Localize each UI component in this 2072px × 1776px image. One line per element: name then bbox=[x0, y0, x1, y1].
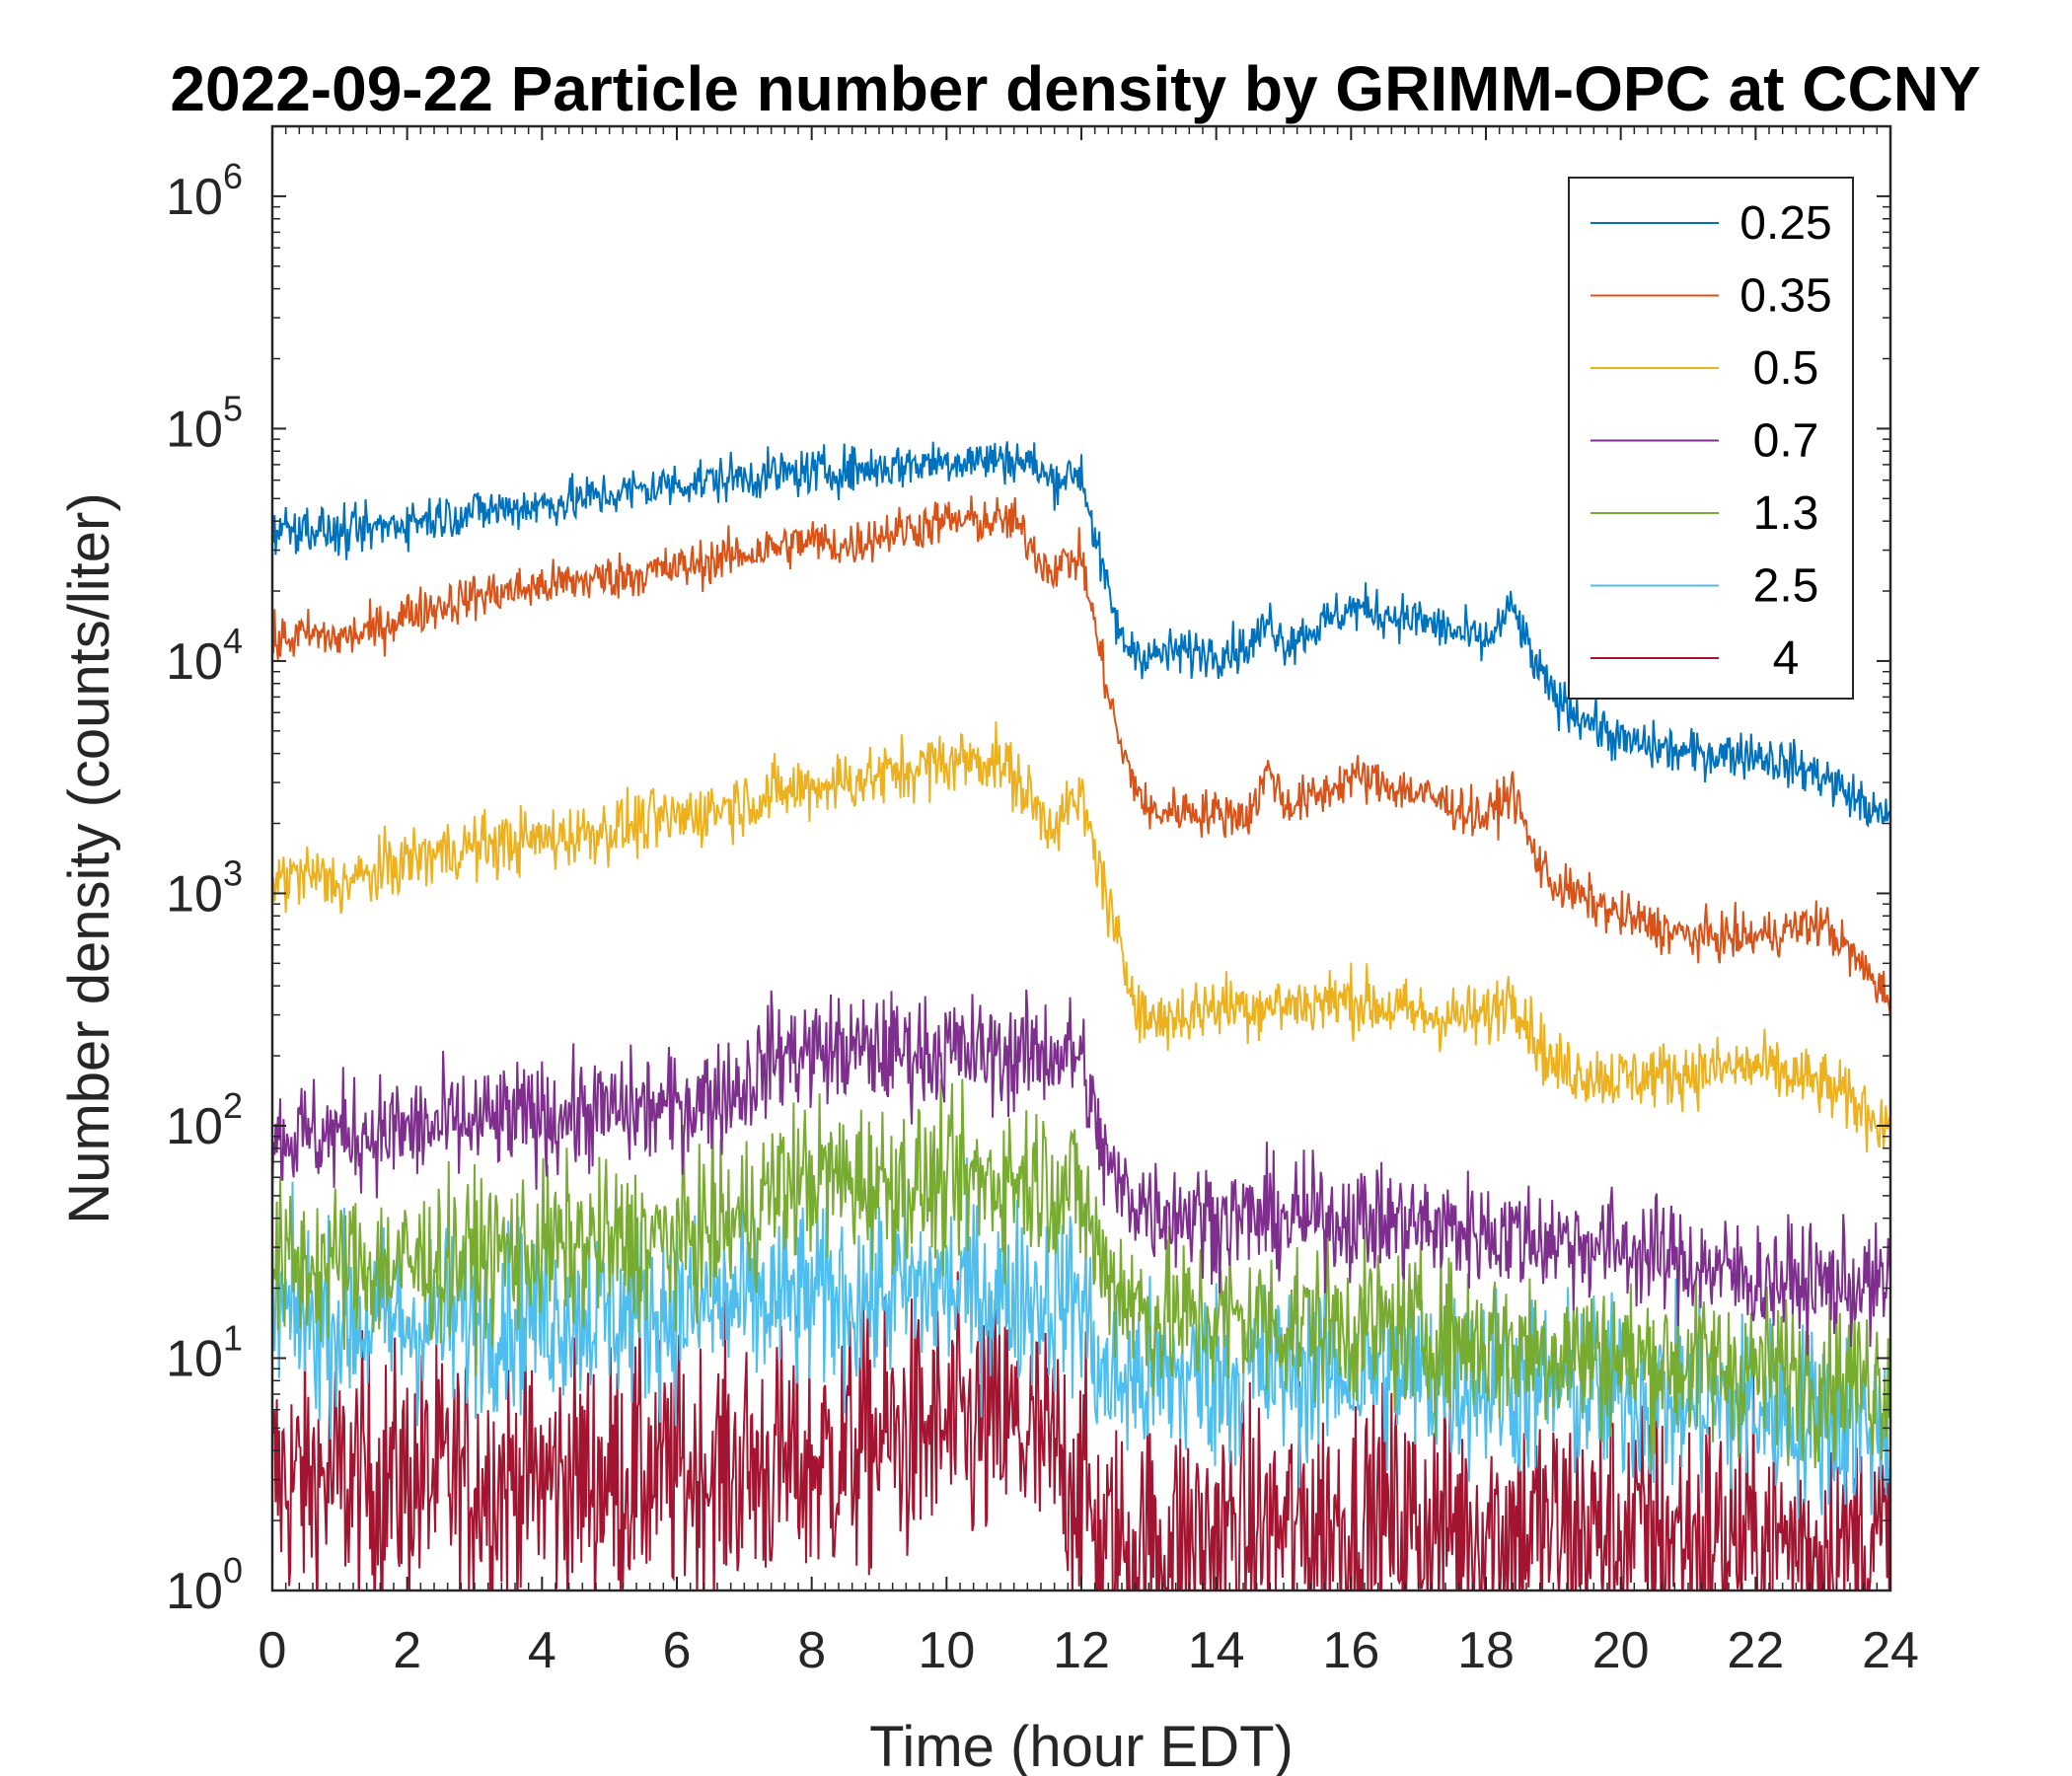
series-line bbox=[272, 495, 1890, 1017]
y-tick-base: 10 bbox=[166, 865, 223, 923]
x-tick-label: 20 bbox=[1592, 1622, 1650, 1679]
chart-title: 2022-09-22 Particle number density by GR… bbox=[170, 53, 1980, 124]
x-tick-label: 8 bbox=[797, 1622, 826, 1679]
y-tick-label: 102 bbox=[166, 1085, 243, 1155]
x-tick-label: 10 bbox=[918, 1622, 975, 1679]
series-line bbox=[272, 721, 1890, 1153]
x-tick-label: 16 bbox=[1322, 1622, 1379, 1679]
y-tick-exponent: 2 bbox=[223, 1085, 243, 1126]
legend-label: 0.5 bbox=[1753, 342, 1819, 395]
x-tick-labels: 0 2 4 6 8 10 12 14 16 18 20 22 24 bbox=[259, 1622, 1919, 1679]
x-tick-label: 4 bbox=[528, 1622, 556, 1679]
y-tick-base: 10 bbox=[166, 1563, 223, 1620]
y-tick-label: 104 bbox=[166, 621, 243, 691]
legend-label: 4 bbox=[1773, 632, 1800, 685]
legend-label: 0.25 bbox=[1739, 197, 1831, 250]
y-tick-label: 105 bbox=[166, 388, 243, 458]
x-tick-label: 22 bbox=[1727, 1622, 1784, 1679]
series-line bbox=[272, 441, 1890, 828]
y-tick-label: 103 bbox=[166, 852, 243, 923]
y-tick-exponent: 1 bbox=[223, 1317, 243, 1358]
legend-label: 0.7 bbox=[1753, 415, 1819, 468]
legend-box bbox=[1568, 177, 1854, 700]
y-tick-label: 101 bbox=[166, 1317, 243, 1387]
x-tick-label: 6 bbox=[663, 1622, 692, 1679]
x-tick-label: 2 bbox=[393, 1622, 421, 1679]
y-tick-base: 10 bbox=[166, 1330, 223, 1387]
x-tick-label: 0 bbox=[259, 1622, 287, 1679]
x-tick-label: 24 bbox=[1862, 1622, 1919, 1679]
legend-label: 1.3 bbox=[1753, 487, 1819, 540]
x-axis-label: Time (hour EDT) bbox=[869, 1715, 1294, 1776]
series-line bbox=[272, 989, 1890, 1356]
y-tick-exponent: 3 bbox=[223, 852, 243, 893]
minor-ticks bbox=[272, 125, 1890, 1591]
y-tick-label: 106 bbox=[166, 156, 243, 226]
y-tick-exponent: 5 bbox=[223, 388, 243, 428]
y-tick-base: 10 bbox=[166, 401, 223, 458]
major-ticks bbox=[271, 126, 1891, 1591]
y-tick-base: 10 bbox=[166, 169, 223, 226]
y-tick-exponent: 6 bbox=[223, 156, 243, 196]
y-tick-base: 10 bbox=[166, 1098, 223, 1155]
legend: 0.25 0.35 0.5 0.7 1.3 2.5 4 bbox=[1568, 177, 1854, 700]
x-tick-label: 18 bbox=[1457, 1622, 1515, 1679]
series-line bbox=[272, 1078, 1890, 1471]
legend-label: 0.35 bbox=[1739, 270, 1831, 323]
legend-label: 2.5 bbox=[1753, 560, 1819, 613]
x-tick-label: 14 bbox=[1188, 1622, 1245, 1679]
x-tick-label: 12 bbox=[1053, 1622, 1110, 1679]
y-tick-label: 100 bbox=[166, 1550, 243, 1620]
y-tick-exponent: 4 bbox=[223, 621, 243, 661]
y-axis-label: Number density (counts/liter) bbox=[57, 492, 121, 1223]
series-layer bbox=[272, 441, 1890, 1591]
y-tick-base: 10 bbox=[166, 633, 223, 691]
y-tick-exponent: 0 bbox=[223, 1550, 243, 1591]
